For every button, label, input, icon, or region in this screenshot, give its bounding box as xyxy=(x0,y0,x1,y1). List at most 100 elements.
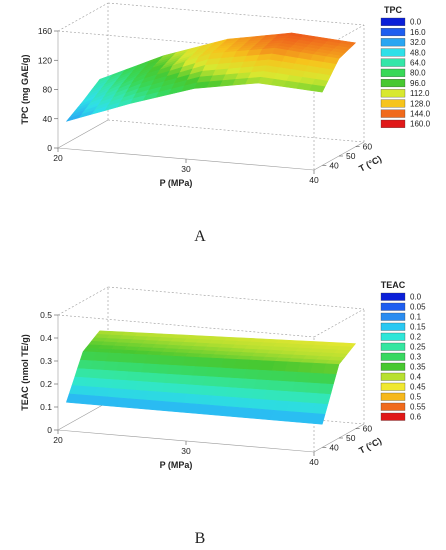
x-tick-label: 30 xyxy=(181,446,191,456)
tpc-surface xyxy=(65,32,357,122)
z-tick-label: 80 xyxy=(43,85,53,95)
z-tick-label: 160 xyxy=(38,26,52,36)
legend-swatch xyxy=(380,302,406,311)
legend-label: 0.55 xyxy=(410,403,426,412)
legend-swatch xyxy=(380,412,406,421)
surface-cell xyxy=(320,373,337,385)
legend-label: 0.45 xyxy=(410,383,426,392)
box-edge xyxy=(57,314,315,338)
legend-title: TEAC xyxy=(381,280,406,290)
legend-swatch xyxy=(380,48,406,57)
chart-panel-a: 0 40 80 120 160 20 30 40 40 50 60 P (MPa) T (°C) TPC … xyxy=(0,0,446,265)
box-edge xyxy=(107,2,365,26)
legend-swatch xyxy=(380,99,406,108)
floor-edge xyxy=(57,401,109,431)
legend-label: 96.0 xyxy=(410,79,426,88)
teac-ticks: 0 0.1 0.2 0.3 0.4 0.5 20 30 40 40 50 60 xyxy=(40,310,372,467)
legend-swatch xyxy=(380,119,406,128)
y-tick-label: 50 xyxy=(346,433,356,443)
legend-label: 64.0 xyxy=(410,59,426,68)
legend-swatch xyxy=(380,402,406,411)
box-edge xyxy=(57,30,315,54)
legend-label: 32.0 xyxy=(410,38,426,47)
x-tick-label: 40 xyxy=(309,175,319,185)
tpc-surface-chart: 0 40 80 120 160 20 30 40 40 50 60 P (MPa) T (°C) TPC … xyxy=(20,2,431,188)
legend-swatch xyxy=(380,68,406,77)
z-tick-label: 120 xyxy=(38,55,52,65)
legend-label: 0.4 xyxy=(410,373,422,382)
y-tick-label: 50 xyxy=(346,151,356,161)
legend-swatch xyxy=(380,392,406,401)
legend-swatch xyxy=(380,332,406,341)
legend-swatch xyxy=(380,372,406,381)
floor-edge xyxy=(57,119,109,149)
legend-label: 0.5 xyxy=(410,393,422,402)
legend-label: 0.1 xyxy=(410,313,422,322)
legend-label: 112.0 xyxy=(410,89,430,98)
z-tick-label: 40 xyxy=(43,114,53,124)
x-axis-title: P (MPa) xyxy=(160,460,193,470)
legend-swatch xyxy=(380,362,406,371)
z-tick-label: 0 xyxy=(47,425,52,435)
legend-swatch xyxy=(380,17,406,26)
surface-cell xyxy=(309,413,326,425)
box-edge xyxy=(57,2,109,32)
x-axis-title: P (MPa) xyxy=(160,178,193,188)
teac-surface-chart: 0 0.1 0.2 0.3 0.4 0.5 20 30 40 40 50 60 P (MPa) T (°C… xyxy=(20,280,426,470)
legend-swatch xyxy=(380,58,406,67)
box-edge xyxy=(57,286,109,316)
surface-cell xyxy=(311,403,329,415)
panel-label-b: B xyxy=(194,530,206,547)
z-tick-label: 0.3 xyxy=(40,356,52,366)
legend-swatch xyxy=(380,28,406,37)
legend-label: 144.0 xyxy=(410,110,431,119)
legend-label: 0.2 xyxy=(410,333,422,342)
x-tick-label: 30 xyxy=(181,164,191,174)
surface-cell xyxy=(317,383,334,395)
tpc-legend: TPC 0.016.032.048.0 64.080.096.0112.0128.0… xyxy=(380,5,431,129)
legend-swatch xyxy=(380,79,406,88)
box-edge xyxy=(313,308,365,338)
y-axis-title: T (°C) xyxy=(357,154,383,174)
tpc-ticks: 0 40 80 120 160 20 30 40 40 50 60 xyxy=(38,26,373,185)
legend-label: 128.0 xyxy=(410,99,431,108)
z-tick-label: 0.5 xyxy=(40,310,52,320)
legend-swatch xyxy=(380,89,406,98)
z-axis-title: TPC (mg GAE/g) xyxy=(20,55,30,125)
box-edge xyxy=(107,119,365,143)
legend-label: 0.05 xyxy=(410,303,426,312)
legend-swatch xyxy=(380,322,406,331)
y-tick-label: 40 xyxy=(329,160,339,170)
legend-swatch xyxy=(380,342,406,351)
z-tick-label: 0 xyxy=(47,143,52,153)
legend-swatch xyxy=(380,109,406,118)
x-tick-label: 20 xyxy=(53,153,63,163)
legend-label: 0.0 xyxy=(410,18,422,27)
legend-label: 0.3 xyxy=(410,353,422,362)
y-tick-label: 60 xyxy=(363,424,373,434)
surface-cell xyxy=(309,84,326,93)
box-edge xyxy=(107,286,365,310)
panel-label-a: A xyxy=(194,228,206,245)
legend-title: TPC xyxy=(384,5,403,15)
legend-label: 160.0 xyxy=(410,120,431,129)
teac-legend: TEAC0.00.050.10.150.20.250.30.350.40.450… xyxy=(381,280,426,422)
legend-label: 0.0 xyxy=(410,293,422,302)
x-tick-label: 20 xyxy=(53,435,63,445)
z-axis-title: TEAC (nmol TE/g) xyxy=(20,334,30,411)
legend-label: 0.6 xyxy=(410,413,422,422)
legend-swatch xyxy=(380,292,406,301)
x-tick-label: 40 xyxy=(309,457,319,467)
legend-swatch xyxy=(380,352,406,361)
legend-label: 0.35 xyxy=(410,363,426,372)
surface-cell xyxy=(314,393,332,405)
surface-cell xyxy=(323,363,340,375)
legend-label: 16.0 xyxy=(410,28,426,37)
y-axis-title: T (°C) xyxy=(357,436,383,456)
z-tick-label: 0.1 xyxy=(40,402,52,412)
legend-label: 48.0 xyxy=(410,48,426,57)
legend-swatch xyxy=(380,312,406,321)
y-tick-label: 40 xyxy=(329,442,339,452)
legend-swatch xyxy=(380,38,406,47)
y-tick-label: 60 xyxy=(363,142,373,152)
